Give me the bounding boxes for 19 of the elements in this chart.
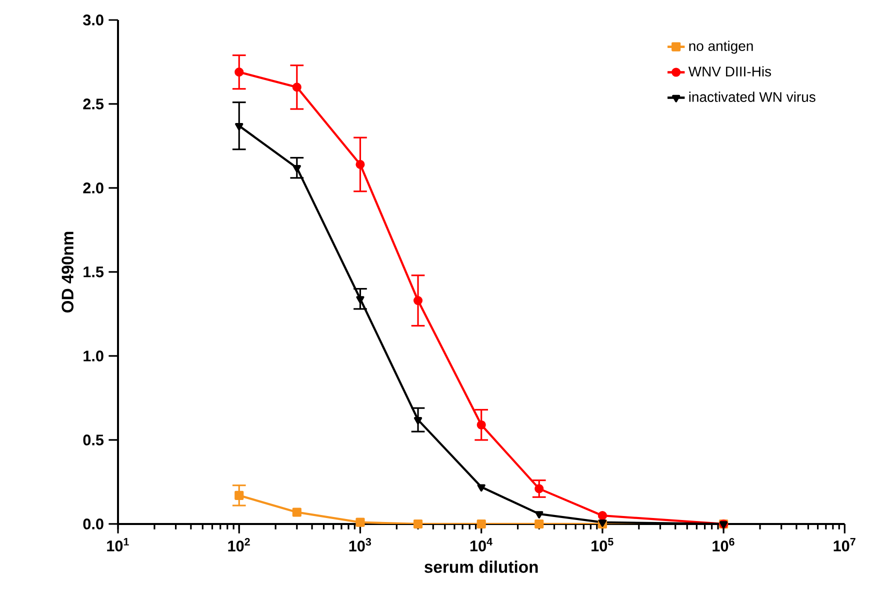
y-tick-label: 3.0	[83, 14, 104, 26]
x-tick-label: 10$^{3}$	[349, 538, 372, 552]
x-tick-label: 10$^{4}$	[470, 538, 492, 552]
y-tick-label: 1.0	[84, 350, 104, 362]
y-tick-label: 1.5	[84, 266, 104, 278]
legend-label: inactivated WN virus	[689, 92, 816, 102]
x-tick-label: 10$^{5}$	[592, 538, 614, 552]
y-tick-label: 0.5	[83, 434, 104, 446]
legend-label: no antigen	[689, 40, 753, 54]
x-axis-title: serum dilution	[424, 560, 538, 573]
x-tick-label: 10$^{1}$	[107, 538, 129, 552]
legend-label: WNV DIII-His	[688, 66, 772, 76]
y-tick-label: 0.0	[83, 518, 104, 530]
y-tick-label: 2.0	[83, 182, 104, 194]
x-tick-label: 10$^{7}$	[834, 538, 856, 552]
y-tick-label: 2.5	[83, 98, 104, 110]
x-tick-label: 10$^{2}$	[228, 538, 250, 552]
y-axis-title: OD 490nm	[62, 232, 74, 313]
x-tick-label: 10$^{6}$	[712, 538, 734, 552]
